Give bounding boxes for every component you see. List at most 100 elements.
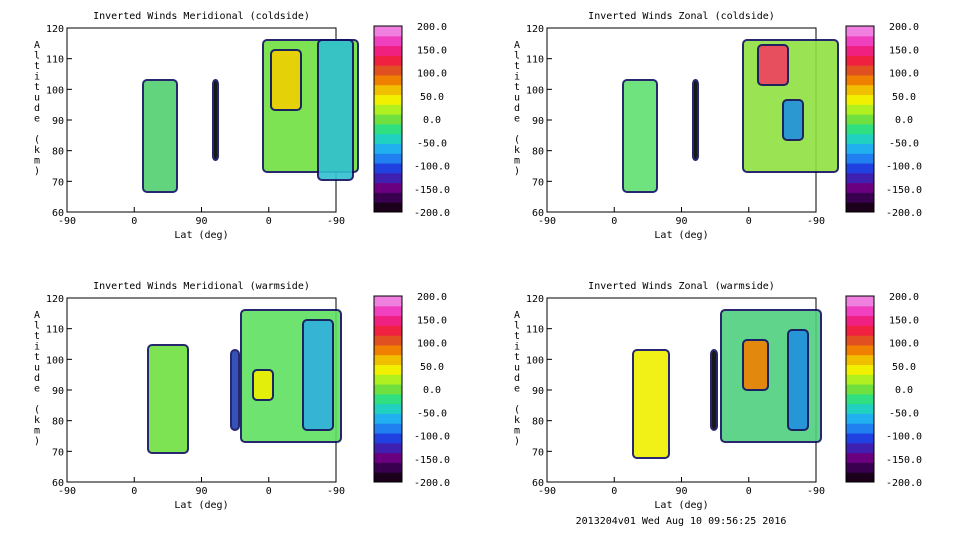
colorbar-label: -50.0 [417,138,447,149]
contour-region [252,369,274,401]
colorbar-label: 100.0 [889,339,919,350]
colorbar-segment [846,192,874,203]
y-axis-label-char: k [34,415,40,426]
colorbar-label: -100.0 [414,162,450,173]
colorbar-segment [846,364,874,375]
x-tick-label: -90 [807,216,825,227]
y-axis-label-char: t [34,352,40,363]
x-tick-label: 0 [746,486,752,497]
y-axis-label-char: k [514,145,520,156]
y-tick-label: 60 [52,208,64,219]
y-axis-label-char: d [34,103,40,114]
colorbar-segment [846,114,874,125]
colorbar-label: 150.0 [417,315,447,326]
colorbar-segment [846,45,874,56]
colorbar-label: 200.0 [417,22,447,33]
colorbar-label: -50.0 [417,408,447,419]
y-axis-label-char: ) [514,436,520,447]
colorbar-label: 150.0 [889,315,919,326]
y-axis-label-char: e [34,114,40,125]
x-tick-label: 0 [266,216,272,227]
y-axis-label-char: m [514,156,520,167]
y-axis-label-char: u [34,363,40,374]
contour-region [317,39,354,181]
y-tick-label: 100 [46,355,64,366]
colorbar-segment [846,133,874,144]
colorbar-segment [846,335,874,346]
contour-region [782,99,804,141]
colorbar-segment [846,315,874,326]
colorbar-label: 150.0 [889,45,919,56]
colorbar-label: -100.0 [414,432,450,443]
colorbar-segment [846,472,874,483]
colorbar-label: -50.0 [889,408,919,419]
chart-title: Inverted Winds Meridional (coldside) [93,11,310,22]
colorbar-segment [374,374,402,385]
colorbar-label: -150.0 [886,185,922,196]
y-tick-label: 60 [532,208,544,219]
colorbar-segment [846,104,874,115]
colorbar-segment [374,133,402,144]
y-tick-label: 80 [52,147,64,158]
panel-4: Inverted Winds Zonal (warmside) 60 70 80 90 1… [514,281,922,511]
colorbar-label: 0.0 [895,115,913,126]
x-tick-label: -90 [58,216,76,227]
y-axis-label-char: i [514,72,520,83]
y-axis-label-char: A [514,310,520,321]
y-tick-label: 110 [46,325,64,336]
y-axis-label-char: t [34,61,40,72]
colorbar-segment [374,182,402,193]
colorbar-segment [846,462,874,473]
colorbar-label: 100.0 [417,339,447,350]
colorbar-label: -150.0 [414,185,450,196]
colorbar-segment [846,143,874,154]
y-tick-label: 90 [52,116,64,127]
y-axis-label-char: t [514,352,520,363]
y-axis-label-char: ( [514,405,520,416]
y-axis-label-char: A [34,310,40,321]
x-axis-label: Lat (deg) [174,500,228,511]
y-tick-label: 90 [532,386,544,397]
y-axis-label-char: i [514,342,520,353]
colorbar-label: 100.0 [889,69,919,80]
x-tick-label: -90 [538,486,556,497]
x-tick-label: 90 [675,486,687,497]
y-tick-label: 60 [52,478,64,489]
y-axis-label-char: u [514,93,520,104]
y-axis-label-char: u [514,363,520,374]
y-axis-label-char: ) [514,166,520,177]
colorbar-segment [846,55,874,66]
colorbar-label: -100.0 [886,432,922,443]
contour-region [632,349,670,459]
colorbar-label: 200.0 [889,292,919,303]
colorbar-segment [846,65,874,76]
colorbar-label: -150.0 [414,455,450,466]
y-axis-label-char: m [34,426,40,437]
colorbar-segment [374,192,402,203]
y-axis-label-char: l [514,51,520,62]
y-axis-label-char: m [34,156,40,167]
colorbar-label: 0.0 [423,115,441,126]
y-tick-label: 80 [532,417,544,428]
colorbar-label: 100.0 [417,69,447,80]
colorbar-segment [846,74,874,86]
y-axis-label-char: d [34,373,40,384]
y-axis-label-char: e [34,384,40,395]
y-axis-label-char: ( [34,405,40,416]
y-axis-label-char: d [514,373,520,384]
colorbar-segment [374,393,402,405]
colorbar-segment [374,413,402,424]
colorbar-segment [374,433,402,444]
y-axis-label-char: d [514,103,520,114]
y-axis-label-char: k [514,415,520,426]
colorbar-segment [374,143,402,154]
colorbar-segment [374,55,402,66]
contour-region [710,349,718,431]
colorbar-segment [374,202,402,213]
colorbar-segment [846,172,874,184]
colorbar-label: -200.0 [414,478,450,489]
colorbar-segment [846,94,874,105]
colorbar-segment [374,344,402,356]
y-tick-label: 90 [52,386,64,397]
colorbar-label: 50.0 [892,92,916,103]
